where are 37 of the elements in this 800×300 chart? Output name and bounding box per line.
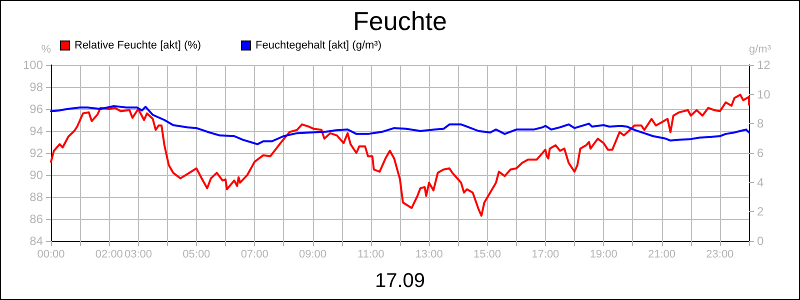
y2-tick-label: 12 [757,58,771,72]
legend-label: Feuchtegehalt [akt] (g/m³) [256,40,382,52]
x-tick-label: 15:00 [473,248,502,260]
x-tick-label: 00:00 [37,248,65,260]
x-tick-label: 21:00 [648,248,676,260]
y-tick-label: 86 [30,212,44,226]
y-tick-label: 88 [30,190,44,204]
x-tick-label: 09:00 [298,248,327,260]
y-tick-label: 84 [30,234,44,248]
x-tick-label: 05:00 [182,248,210,260]
y-tick-label: 100 [22,58,44,72]
chart-title: Feuchte [353,6,447,36]
y-tick-label: 96 [30,102,44,116]
y2-tick-label: 0 [757,234,764,248]
y-tick-label: 98 [30,80,44,94]
line-series [50,105,750,146]
y-tick-label: 92 [30,146,44,160]
y2-tick-label: 4 [757,175,764,190]
x-tick-label: 17:00 [532,248,560,260]
y2-tick-label: 8 [757,116,764,131]
y-tick-label: 94 [30,124,44,138]
y-axis-title: % [41,44,52,56]
x-tick-label: 02:00 [95,248,123,260]
x-tick-label: 07:00 [240,248,268,260]
line-series [50,94,750,217]
x-tick-label: 23:00 [706,248,734,260]
x-tick-label: 13:00 [415,248,443,260]
x-tick-label: 11:00 [358,248,384,260]
y2-tick-label: 10 [757,87,771,102]
x-tick-label: 03:00 [124,248,152,260]
legend-label: Relative Feuchte [akt] (%) [74,40,202,52]
y2-tick-label: 6 [757,146,764,160]
x-axis-title: 17.09 [374,270,426,292]
y2-axis-title: g/m³ [749,44,772,56]
y-tick-label: 90 [30,168,44,182]
x-tick-label: 19:00 [590,248,618,260]
y2-tick-label: 2 [757,204,764,219]
